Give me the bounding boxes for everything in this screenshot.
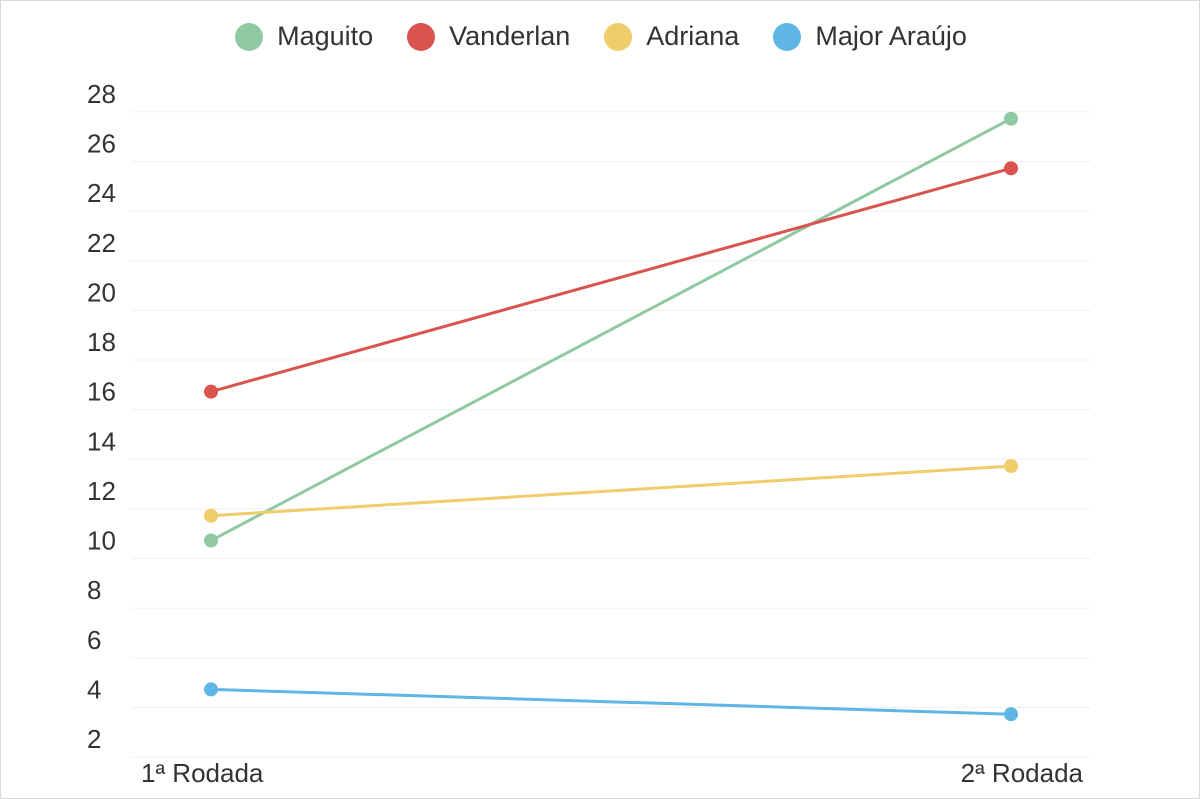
data-point-vanderlan-1[interactable] — [204, 384, 218, 399]
y-tick-label-26: 26 — [87, 129, 116, 159]
legend-label-major-araujo: Major Araújo — [815, 21, 967, 51]
series-line-major-araujo — [210, 687, 1012, 716]
y-tick-label-14: 14 — [87, 426, 116, 456]
data-point-maguito-2[interactable] — [1004, 111, 1018, 126]
data-point-maguito-1[interactable] — [204, 533, 218, 548]
y-tick-label-6: 6 — [87, 625, 101, 655]
data-point-adriana-2[interactable] — [1004, 459, 1018, 474]
data-point-adriana-1[interactable] — [204, 508, 218, 523]
legend-item-maguito[interactable]: Maguito — [235, 21, 373, 52]
x-axis: 1ª Rodada 2ª Rodada — [141, 758, 1084, 788]
series-line-maguito — [210, 117, 1012, 542]
y-tick-label-16: 16 — [87, 377, 116, 407]
gridlines — [131, 111, 1091, 758]
y-tick-label-18: 18 — [87, 327, 116, 357]
series-lines — [210, 117, 1012, 716]
y-tick-label-22: 22 — [87, 228, 116, 258]
series-line-vanderlan — [210, 166, 1012, 394]
data-point-major-araujo-2[interactable] — [1004, 707, 1018, 722]
data-point-major-araujo-1[interactable] — [204, 682, 218, 697]
series-line-adriana — [210, 464, 1012, 518]
legend-swatch-maguito — [235, 22, 264, 51]
legend-swatch-major-araujo — [773, 22, 802, 51]
legend-item-major-araujo[interactable]: Major Araújo — [773, 21, 967, 52]
y-tick-label-10: 10 — [87, 526, 116, 556]
legend-label-adriana: Adriana — [646, 21, 740, 51]
y-tick-label-12: 12 — [87, 476, 116, 506]
y-tick-label-2: 2 — [87, 724, 101, 754]
x-tick-label-2: 2ª Rodada — [961, 758, 1084, 788]
legend-swatch-adriana — [604, 22, 633, 51]
legend-item-adriana[interactable]: Adriana — [604, 21, 739, 52]
x-tick-label-1: 1ª Rodada — [141, 758, 264, 788]
legend: Maguito Vanderlan Adriana Major Araújo — [1, 21, 1200, 52]
y-tick-label-4: 4 — [87, 674, 101, 704]
legend-swatch-vanderlan — [407, 22, 436, 51]
data-point-vanderlan-2[interactable] — [1004, 161, 1018, 176]
legend-label-maguito: Maguito — [277, 21, 374, 51]
legend-item-vanderlan[interactable]: Vanderlan — [407, 21, 570, 52]
legend-label-vanderlan: Vanderlan — [449, 21, 571, 51]
y-tick-label-28: 28 — [87, 79, 116, 109]
y-tick-label-24: 24 — [87, 178, 116, 208]
y-tick-label-20: 20 — [87, 277, 116, 307]
y-tick-label-8: 8 — [87, 575, 101, 605]
series-points — [204, 111, 1018, 722]
